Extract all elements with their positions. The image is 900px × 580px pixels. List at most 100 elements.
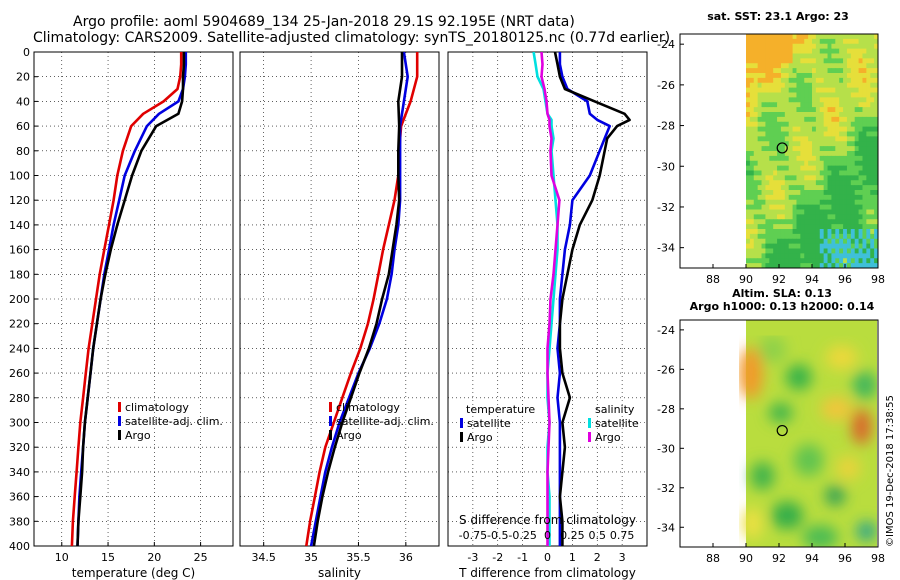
- sst-cell: [780, 253, 786, 259]
- sst-cell: [819, 170, 825, 176]
- sst-cell: [843, 165, 848, 171]
- sst-cell: [874, 58, 879, 64]
- sst-cell: [870, 82, 875, 89]
- legend-label: satellite-adj. clim.: [125, 415, 223, 428]
- sst-cell: [746, 77, 751, 84]
- legend-swatch: [329, 430, 332, 440]
- map-x-tick-label: 92: [772, 273, 786, 286]
- sst-cell: [831, 170, 836, 176]
- sst-cell: [753, 116, 759, 123]
- sst-cell: [765, 136, 770, 142]
- sst-cell: [757, 238, 762, 245]
- map-x-tick-label: 88: [706, 273, 720, 286]
- sst-cell: [765, 165, 770, 171]
- sst-cell: [874, 92, 879, 98]
- sst-cell: [761, 77, 766, 84]
- sst-cell: [866, 175, 871, 181]
- sst-cell: [804, 131, 809, 137]
- sst-cell: [858, 116, 863, 123]
- sst-cell: [839, 107, 844, 113]
- sst-cell: [749, 224, 755, 230]
- sst-cell: [808, 136, 813, 142]
- sst-cell: [753, 185, 759, 191]
- sst-cell: [792, 165, 797, 171]
- sst-cell: [749, 58, 755, 64]
- sst-cell: [858, 229, 863, 235]
- sst-cell: [808, 107, 813, 113]
- sst-cell: [746, 48, 751, 54]
- sst-cell: [862, 48, 867, 54]
- sst-cell: [843, 136, 848, 142]
- sst-cell: [765, 146, 770, 152]
- sst-cell: [780, 107, 786, 113]
- sst-cell: [839, 224, 844, 230]
- sst-cell: [815, 194, 821, 201]
- figure-title-line1: Argo profile: aoml 5904689_134 25-Jan-20…: [73, 14, 575, 30]
- sst-cell: [753, 68, 759, 74]
- sst-cell: [753, 209, 759, 215]
- sst-cell: [831, 146, 836, 152]
- sst-cell: [866, 155, 871, 162]
- sst-cell: [839, 112, 844, 118]
- sst-cell: [850, 53, 856, 59]
- sst-cell: [854, 87, 859, 93]
- sst-cell: [808, 233, 813, 240]
- sst-cell: [749, 151, 755, 157]
- sst-cell: [746, 214, 751, 220]
- sst-cell: [761, 238, 766, 245]
- x-tick-label: 25: [194, 551, 208, 564]
- sst-cell: [819, 34, 825, 40]
- sst-cell: [800, 97, 805, 103]
- sst-cell: [858, 131, 863, 137]
- sst-cell: [854, 204, 859, 210]
- sla-blob: [856, 521, 877, 542]
- sst-cell: [815, 180, 821, 186]
- sst-cell: [866, 34, 871, 40]
- sst-cell: [753, 48, 759, 54]
- sst-cell: [827, 248, 832, 254]
- x-tick-label: 35.5: [346, 551, 371, 564]
- sst-cell: [835, 131, 840, 137]
- sst-cell: [749, 155, 755, 162]
- sst-cell: [788, 121, 793, 128]
- sst-cell: [862, 165, 867, 171]
- sst-cell: [777, 165, 782, 171]
- sst-cell: [800, 87, 805, 93]
- sst-cell: [773, 151, 778, 157]
- sst-cell: [769, 204, 774, 210]
- sst-cell: [819, 102, 825, 108]
- sst-cell: [846, 248, 852, 254]
- sst-cell: [808, 68, 813, 74]
- sst-cell: [874, 141, 879, 147]
- sst-cell: [843, 53, 848, 59]
- sst-cell: [800, 233, 805, 240]
- sst-cell: [796, 53, 801, 59]
- sst-cell: [777, 248, 782, 254]
- sst-cell: [804, 107, 809, 113]
- sst-cell: [808, 199, 813, 206]
- sst-cell: [773, 190, 778, 196]
- sst-cell: [850, 116, 856, 123]
- sst-cell: [874, 43, 879, 50]
- map-y-tick-label: -26: [657, 363, 675, 376]
- sst-cell: [870, 126, 875, 132]
- sst-cell: [839, 136, 844, 142]
- sst-cell: [854, 73, 859, 79]
- sst-cell: [749, 53, 755, 59]
- sst-cell: [819, 248, 825, 254]
- sst-cell: [819, 63, 825, 69]
- sst-cell: [866, 38, 871, 45]
- sst-cell: [792, 146, 797, 152]
- sst-cell: [749, 263, 755, 269]
- sst-cell: [812, 82, 817, 89]
- sst-cell: [808, 82, 813, 89]
- sst-cell: [850, 190, 856, 196]
- sst-cell: [800, 155, 805, 162]
- x-tick-label: -3: [467, 551, 478, 564]
- sst-cell: [866, 253, 871, 259]
- sst-cell: [843, 141, 848, 147]
- sst-cell: [858, 219, 863, 225]
- sst-cell: [761, 165, 766, 171]
- sst-cell: [800, 180, 805, 186]
- sst-cell: [846, 238, 852, 245]
